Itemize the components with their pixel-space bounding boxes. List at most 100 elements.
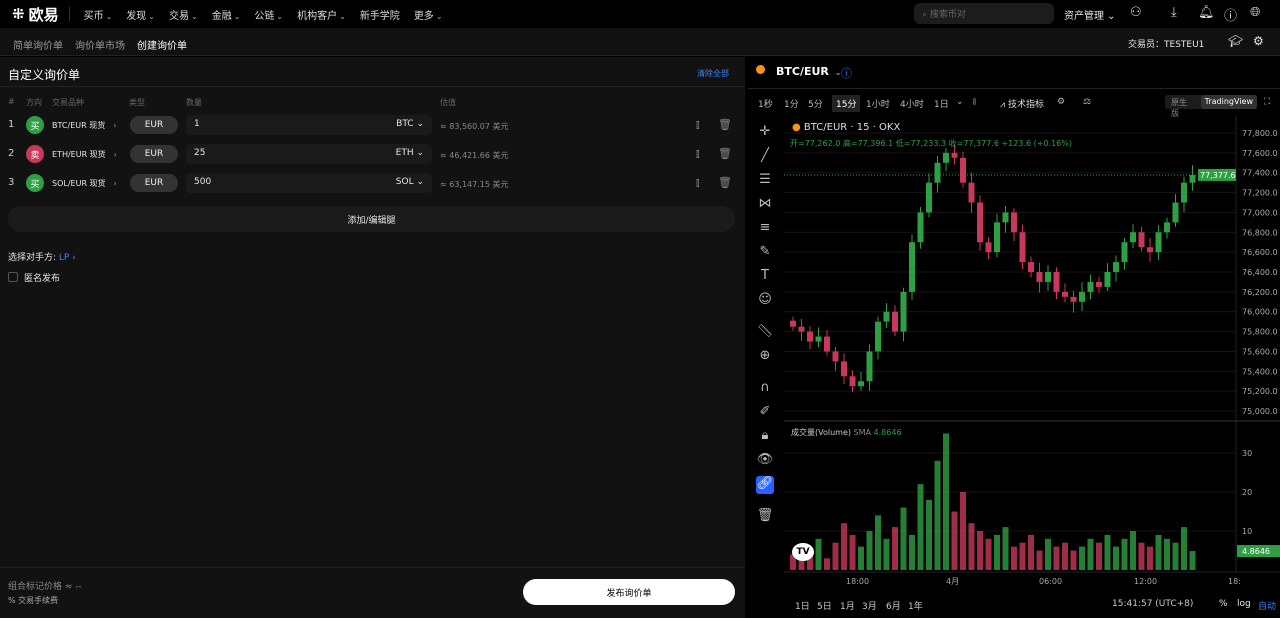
- nav-finance[interactable]: 金融 ⌄: [211, 10, 241, 22]
- interval-3[interactable]: 15分: [832, 95, 861, 112]
- pattern-tool-icon[interactable]: ⋈: [758, 196, 772, 211]
- side-badge[interactable]: 买: [26, 174, 44, 192]
- graduation-cap-icon[interactable]: 🎓︎: [1228, 34, 1244, 48]
- text-tool-icon[interactable]: T: [761, 268, 769, 283]
- range-3[interactable]: 3月: [862, 602, 877, 612]
- lock-tool-icon[interactable]: 🔒︎: [761, 428, 769, 443]
- interval-5[interactable]: 4小时: [900, 100, 924, 110]
- anonymous-checkbox[interactable]: [8, 272, 18, 282]
- nav-academy[interactable]: 新手学院: [359, 10, 400, 22]
- chart-leg-icon[interactable]: ⫾: [696, 176, 700, 189]
- trading-fee-link[interactable]: % 交易手续费: [8, 596, 59, 605]
- counterparty-select[interactable]: 选择对手方: LP ›: [8, 253, 76, 263]
- candle-body: [1189, 174, 1196, 183]
- nav-institutional[interactable]: 机构客户 ⌄: [297, 10, 346, 22]
- auto-toggle[interactable]: 自动: [1258, 602, 1277, 612]
- nav-more[interactable]: 更多 ⌄: [413, 10, 443, 22]
- projection-tool-icon[interactable]: ≡: [759, 220, 771, 235]
- lock-draw-tool-icon[interactable]: ✐: [759, 404, 771, 419]
- interval-2[interactable]: 5分: [808, 100, 823, 110]
- indicators-button[interactable]: ⩘ 技术指标: [1000, 100, 1044, 110]
- emoji-tool-icon[interactable]: ☺: [758, 292, 772, 307]
- side-badge[interactable]: 卖: [26, 145, 44, 163]
- instrument-selector[interactable]: BTC/EUR 现货 ›: [52, 121, 117, 130]
- interval-0[interactable]: 1秒: [758, 100, 773, 110]
- chart-settings-icon[interactable]: ⚙: [1057, 97, 1066, 107]
- type-pill[interactable]: EUR: [130, 116, 178, 134]
- range-5[interactable]: 1年: [908, 602, 923, 612]
- nav-discover[interactable]: 发现 ⌄: [126, 10, 155, 22]
- type-pill[interactable]: EUR: [130, 145, 178, 163]
- add-edit-legs-button[interactable]: 添加/编辑腿: [8, 206, 735, 232]
- candle-body: [892, 311, 898, 332]
- user-icon[interactable]: ⚇: [1130, 5, 1142, 20]
- col-header: 交易品种: [52, 98, 84, 107]
- volume-bar: [1019, 542, 1026, 570]
- nav-buy[interactable]: 买币 ⌄: [83, 10, 113, 22]
- trash-icon[interactable]: 🗑︎: [718, 176, 732, 189]
- quantity-input[interactable]: 25 ETH ⌄: [186, 144, 432, 164]
- interval-dropdown[interactable]: ⌄: [956, 97, 964, 107]
- trash-tool-icon[interactable]: 🗑︎: [756, 508, 774, 523]
- brush-tool-icon[interactable]: ✎: [759, 244, 771, 259]
- volume-bar: [1130, 531, 1136, 570]
- instrument-selector[interactable]: ETH/EUR 现货 ›: [52, 150, 117, 159]
- brand-logo[interactable]: ⁜ 欧易: [12, 5, 59, 24]
- range-4[interactable]: 6月: [886, 602, 901, 612]
- interval-4[interactable]: 1小时: [866, 100, 890, 110]
- range-0[interactable]: 1日: [795, 602, 810, 612]
- range-2[interactable]: 1月: [840, 602, 855, 612]
- eye-tool-icon[interactable]: 👁︎: [756, 452, 774, 467]
- tradingview-logo[interactable]: TV: [792, 543, 814, 561]
- quantity-input[interactable]: 500 SOL ⌄: [186, 173, 432, 193]
- pair-selector[interactable]: BTC/EUR ⌄: [776, 65, 842, 78]
- col-header: 类型: [129, 98, 145, 107]
- range-1[interactable]: 5日: [817, 602, 832, 612]
- volume-bar: [1172, 542, 1179, 570]
- nav-trade[interactable]: 交易 ⌄: [169, 10, 198, 22]
- type-pill[interactable]: EUR: [130, 174, 178, 192]
- chart-leg-icon[interactable]: ⫾: [696, 147, 700, 160]
- side-badge[interactable]: 买: [26, 116, 44, 134]
- assets-menu[interactable]: 资产管理 ⌄: [1064, 11, 1116, 22]
- volume-bar: [1164, 538, 1170, 570]
- interval-6[interactable]: 1日: [934, 100, 949, 110]
- candlestick-chart[interactable]: 77,800.0 77,600.0 77,400.0 77,200.0 77,000.0…: [784, 116, 1280, 596]
- trash-icon[interactable]: 🗑︎: [718, 147, 732, 160]
- time-tick-label: 12:00: [1134, 577, 1157, 586]
- estimated-value: ≈ 63,147.15 美元: [440, 180, 509, 189]
- instrument-selector[interactable]: SOL/EUR 现货 ›: [52, 179, 117, 188]
- nav-chain[interactable]: 公链 ⌄: [254, 10, 284, 22]
- percent-toggle[interactable]: %: [1219, 599, 1228, 609]
- tab-rfq-market[interactable]: 询价单市场: [75, 41, 125, 52]
- chart-leg-icon[interactable]: ⫾: [696, 118, 700, 131]
- compare-icon[interactable]: ⚖: [1083, 97, 1092, 107]
- help-icon[interactable]: ⓘ: [1224, 9, 1238, 24]
- link-tool-icon[interactable]: 🔗︎: [756, 476, 774, 494]
- log-toggle[interactable]: log: [1237, 599, 1251, 609]
- mode-tradingview[interactable]: TradingView: [1200, 95, 1257, 109]
- zoom-in-tool-icon[interactable]: ⊕: [759, 348, 771, 363]
- candle-type-icon[interactable]: ⫾: [973, 97, 976, 107]
- submit-rfq-button[interactable]: 发布询价单: [523, 579, 735, 605]
- trend-line-tool-icon[interactable]: ╱: [761, 148, 769, 163]
- magnet-tool-icon[interactable]: ∩: [760, 380, 770, 395]
- search-input[interactable]: ⌕ 搜索币对: [914, 3, 1054, 24]
- info-icon[interactable]: ⓘ: [841, 67, 852, 80]
- bell-icon[interactable]: 🔔︎: [1198, 5, 1215, 20]
- globe-icon[interactable]: 🌐︎: [1250, 5, 1261, 20]
- mode-native[interactable]: 原生版: [1171, 98, 1187, 118]
- crosshair-tool-icon[interactable]: ✛: [759, 124, 771, 139]
- trash-icon[interactable]: 🗑︎: [718, 118, 732, 131]
- ruler-tool-icon[interactable]: 📏︎: [756, 324, 774, 339]
- price-tick-label: 77,600.0: [1242, 149, 1278, 158]
- form-title: 自定义询价单: [8, 68, 81, 82]
- download-icon[interactable]: ⤓: [1171, 5, 1177, 20]
- interval-1[interactable]: 1分: [784, 100, 799, 110]
- fullscreen-icon[interactable]: ⛶: [1264, 97, 1271, 107]
- fib-tool-icon[interactable]: ☰: [759, 172, 771, 187]
- quantity-input[interactable]: 1 BTC ⌄: [186, 115, 432, 135]
- settings-icon[interactable]: ⚙: [1253, 34, 1264, 48]
- clear-all-link[interactable]: 清除全部: [697, 69, 729, 78]
- tab-simple-rfq[interactable]: 简单询价单: [13, 41, 63, 52]
